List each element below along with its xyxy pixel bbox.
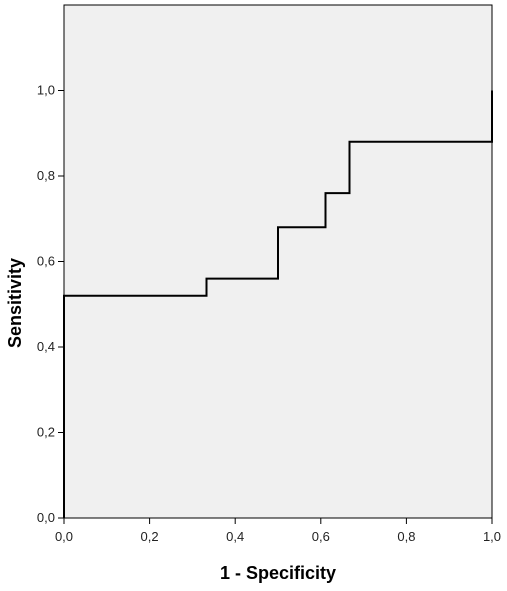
x-tick-label: 0,8 (397, 529, 415, 544)
y-axis-title: Sensitivity (5, 258, 25, 348)
y-tick-label: 0,2 (37, 425, 55, 440)
x-axis-title: 1 - Specificity (220, 563, 336, 583)
y-tick-label: 0,8 (37, 168, 55, 183)
roc-curve-line (63, 90, 493, 518)
x-tick-label: 0,0 (55, 529, 73, 544)
x-tick-label: 0,4 (226, 529, 244, 544)
series-layer (63, 90, 493, 518)
y-axis: 0,0 0,2 0,4 0,6 0,8 1,0 (37, 83, 64, 525)
x-tick-label: 0,2 (141, 529, 159, 544)
y-tick-label: 0,4 (37, 339, 55, 354)
y-tick-label: 1,0 (37, 83, 55, 98)
y-tick-label: 0,0 (37, 510, 55, 525)
x-tick-label: 0,6 (312, 529, 330, 544)
x-tick-label: 1,0 (483, 529, 501, 544)
x-axis: 0,0 0,2 0,4 0,6 0,8 1,0 (55, 518, 501, 544)
y-tick-label: 0,6 (37, 254, 55, 269)
